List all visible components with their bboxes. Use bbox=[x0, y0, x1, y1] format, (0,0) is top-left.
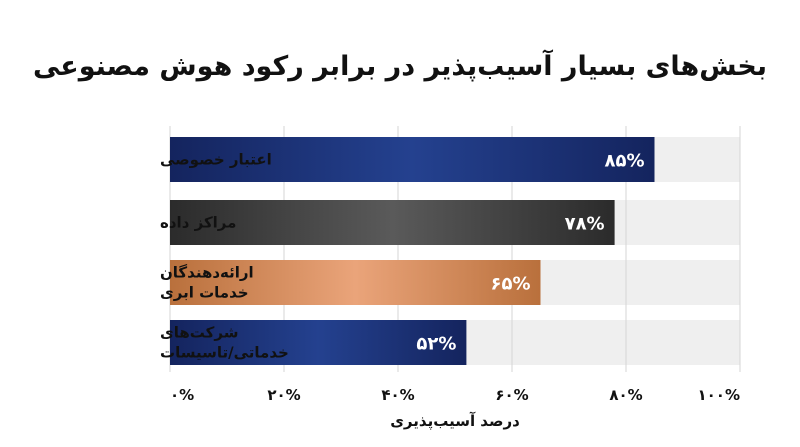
category-label: شرکت‌های خدماتی/تاسیسات bbox=[160, 324, 289, 362]
category-label: مراکز داده bbox=[160, 214, 236, 232]
x-tick-label: ۱۰۰% bbox=[698, 386, 741, 404]
bar bbox=[170, 320, 467, 365]
category-label: اعتبار خصوصی bbox=[160, 151, 272, 169]
bar bbox=[170, 260, 541, 305]
x-tick-label: ۶۰% bbox=[495, 386, 528, 404]
bar bbox=[170, 137, 655, 182]
x-tick-label: ۲۰% bbox=[267, 386, 300, 404]
x-tick-label: ۴۰% bbox=[381, 386, 414, 404]
chart-title: بخش‌های بسیار آسیب‌پذیر در برابر رکود هو… bbox=[33, 49, 767, 82]
x-tick-label: ۰% bbox=[170, 386, 194, 404]
bar bbox=[170, 200, 615, 245]
category-label: ارائه‌دهندگان خدمات ابری bbox=[160, 264, 254, 302]
bar-value-label: ۵۲% bbox=[416, 334, 456, 355]
bar-value-label: ۶۵% bbox=[490, 274, 530, 295]
x-tick-label: ۸۰% bbox=[609, 386, 642, 404]
bar-value-label: ۷۸% bbox=[565, 214, 605, 235]
bar-value-label: ۸۵% bbox=[604, 151, 644, 172]
x-axis-label: درصد آسیب‌پذیری bbox=[390, 412, 520, 431]
